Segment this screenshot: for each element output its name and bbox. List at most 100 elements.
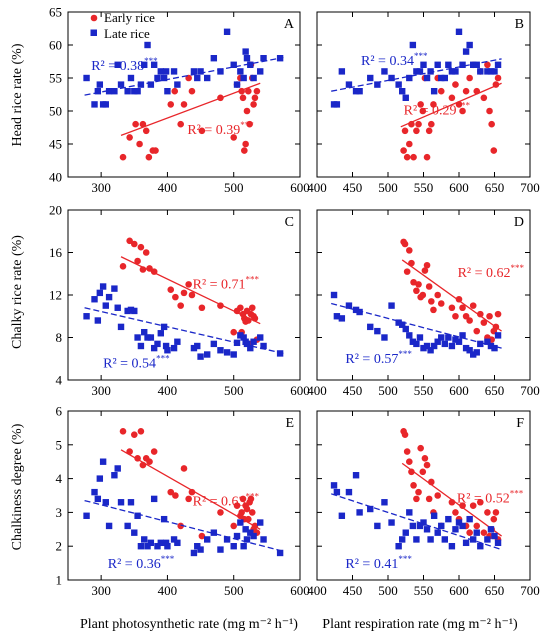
point-early	[130, 431, 138, 438]
point-late	[154, 543, 161, 550]
x-tick-label: 400	[158, 583, 178, 598]
x-axis-title-respiration: Plant respiration rate (mg m⁻² h⁻¹)	[322, 617, 518, 632]
fit-line-late	[84, 56, 284, 96]
point-early	[119, 263, 127, 270]
point-late	[164, 88, 171, 95]
point-late	[147, 539, 155, 547]
point-early	[415, 488, 422, 496]
point-late	[157, 68, 164, 75]
point-late	[260, 536, 267, 543]
point-early	[466, 317, 473, 324]
x-tick-label: 300	[91, 383, 111, 398]
point-late	[441, 536, 448, 543]
series-early	[400, 61, 502, 161]
fit-line-late	[84, 499, 284, 552]
series-late	[83, 283, 284, 360]
fit-line-late	[330, 493, 502, 551]
point-late	[420, 519, 427, 526]
point-late	[276, 350, 284, 357]
x-tick-label: 500	[378, 180, 398, 195]
point-early	[413, 495, 420, 503]
point-early	[490, 515, 498, 523]
y-tick-label: 16	[49, 245, 63, 260]
point-early	[466, 529, 473, 536]
point-late	[141, 61, 148, 68]
point-late	[427, 68, 434, 75]
point-early	[167, 286, 175, 293]
point-early	[188, 291, 196, 299]
point-late	[484, 536, 491, 543]
point-early	[251, 94, 259, 102]
point-late	[114, 465, 121, 472]
panel-letter: E	[285, 416, 294, 431]
point-early	[239, 495, 247, 503]
panel-letter: F	[516, 416, 524, 431]
point-late	[117, 499, 125, 506]
point-early	[171, 87, 179, 95]
point-late	[160, 323, 168, 331]
point-late	[194, 543, 201, 550]
point-late	[484, 68, 491, 75]
point-late	[374, 81, 381, 88]
point-early	[230, 134, 238, 141]
x-tick-label: 650	[485, 583, 505, 598]
point-early	[134, 257, 141, 265]
point-early	[230, 328, 238, 336]
point-early	[459, 304, 466, 312]
point-early	[246, 120, 253, 128]
point-early	[401, 431, 409, 438]
point-late	[388, 74, 395, 82]
point-early	[469, 502, 477, 509]
point-late	[459, 61, 466, 68]
point-early	[238, 509, 245, 516]
point-early	[242, 140, 249, 148]
point-late	[374, 522, 381, 530]
point-late	[111, 285, 118, 292]
point-late	[217, 347, 224, 354]
x-tick-label: 400	[307, 383, 327, 398]
point-late	[395, 543, 402, 550]
point-early	[425, 283, 433, 290]
fit-line-early	[120, 449, 261, 530]
panel-E: 300 400 500 600 1 2 3 4 5 6 E R² = 0.63*** R² = 0.36…	[56, 404, 310, 599]
point-late	[352, 306, 360, 314]
point-late	[102, 101, 109, 108]
point-late	[247, 529, 254, 536]
x-tick-label: 550	[414, 180, 434, 195]
point-late	[452, 68, 459, 75]
point-late	[134, 512, 141, 519]
point-late	[91, 101, 98, 108]
point-early	[452, 81, 459, 88]
point-late	[413, 340, 420, 348]
point-early	[430, 101, 437, 108]
point-early	[145, 153, 153, 161]
point-late	[462, 539, 470, 547]
point-late	[338, 315, 346, 322]
point-late	[330, 291, 338, 299]
series-early	[119, 237, 261, 348]
point-late	[420, 61, 427, 68]
point-late	[462, 344, 470, 352]
r2-annotation-early: R² = 0.52***	[457, 488, 524, 506]
point-late	[276, 549, 284, 557]
x-tick-label: 500	[378, 583, 398, 598]
point-late	[111, 88, 118, 95]
point-early	[167, 101, 175, 108]
point-late	[154, 74, 161, 82]
y-tick-label: 55	[49, 71, 62, 86]
x-tick-label: 600	[449, 180, 469, 195]
point-early	[488, 120, 495, 128]
point-late	[105, 88, 113, 95]
point-late	[416, 68, 424, 75]
point-late	[260, 55, 267, 62]
point-late	[223, 28, 231, 35]
point-late	[257, 68, 264, 75]
point-early	[473, 522, 481, 530]
point-late	[141, 328, 148, 336]
y-tick-label: 4	[56, 471, 63, 486]
point-early	[177, 522, 184, 530]
point-late	[260, 342, 267, 350]
point-late	[96, 81, 104, 88]
point-late	[491, 68, 498, 75]
